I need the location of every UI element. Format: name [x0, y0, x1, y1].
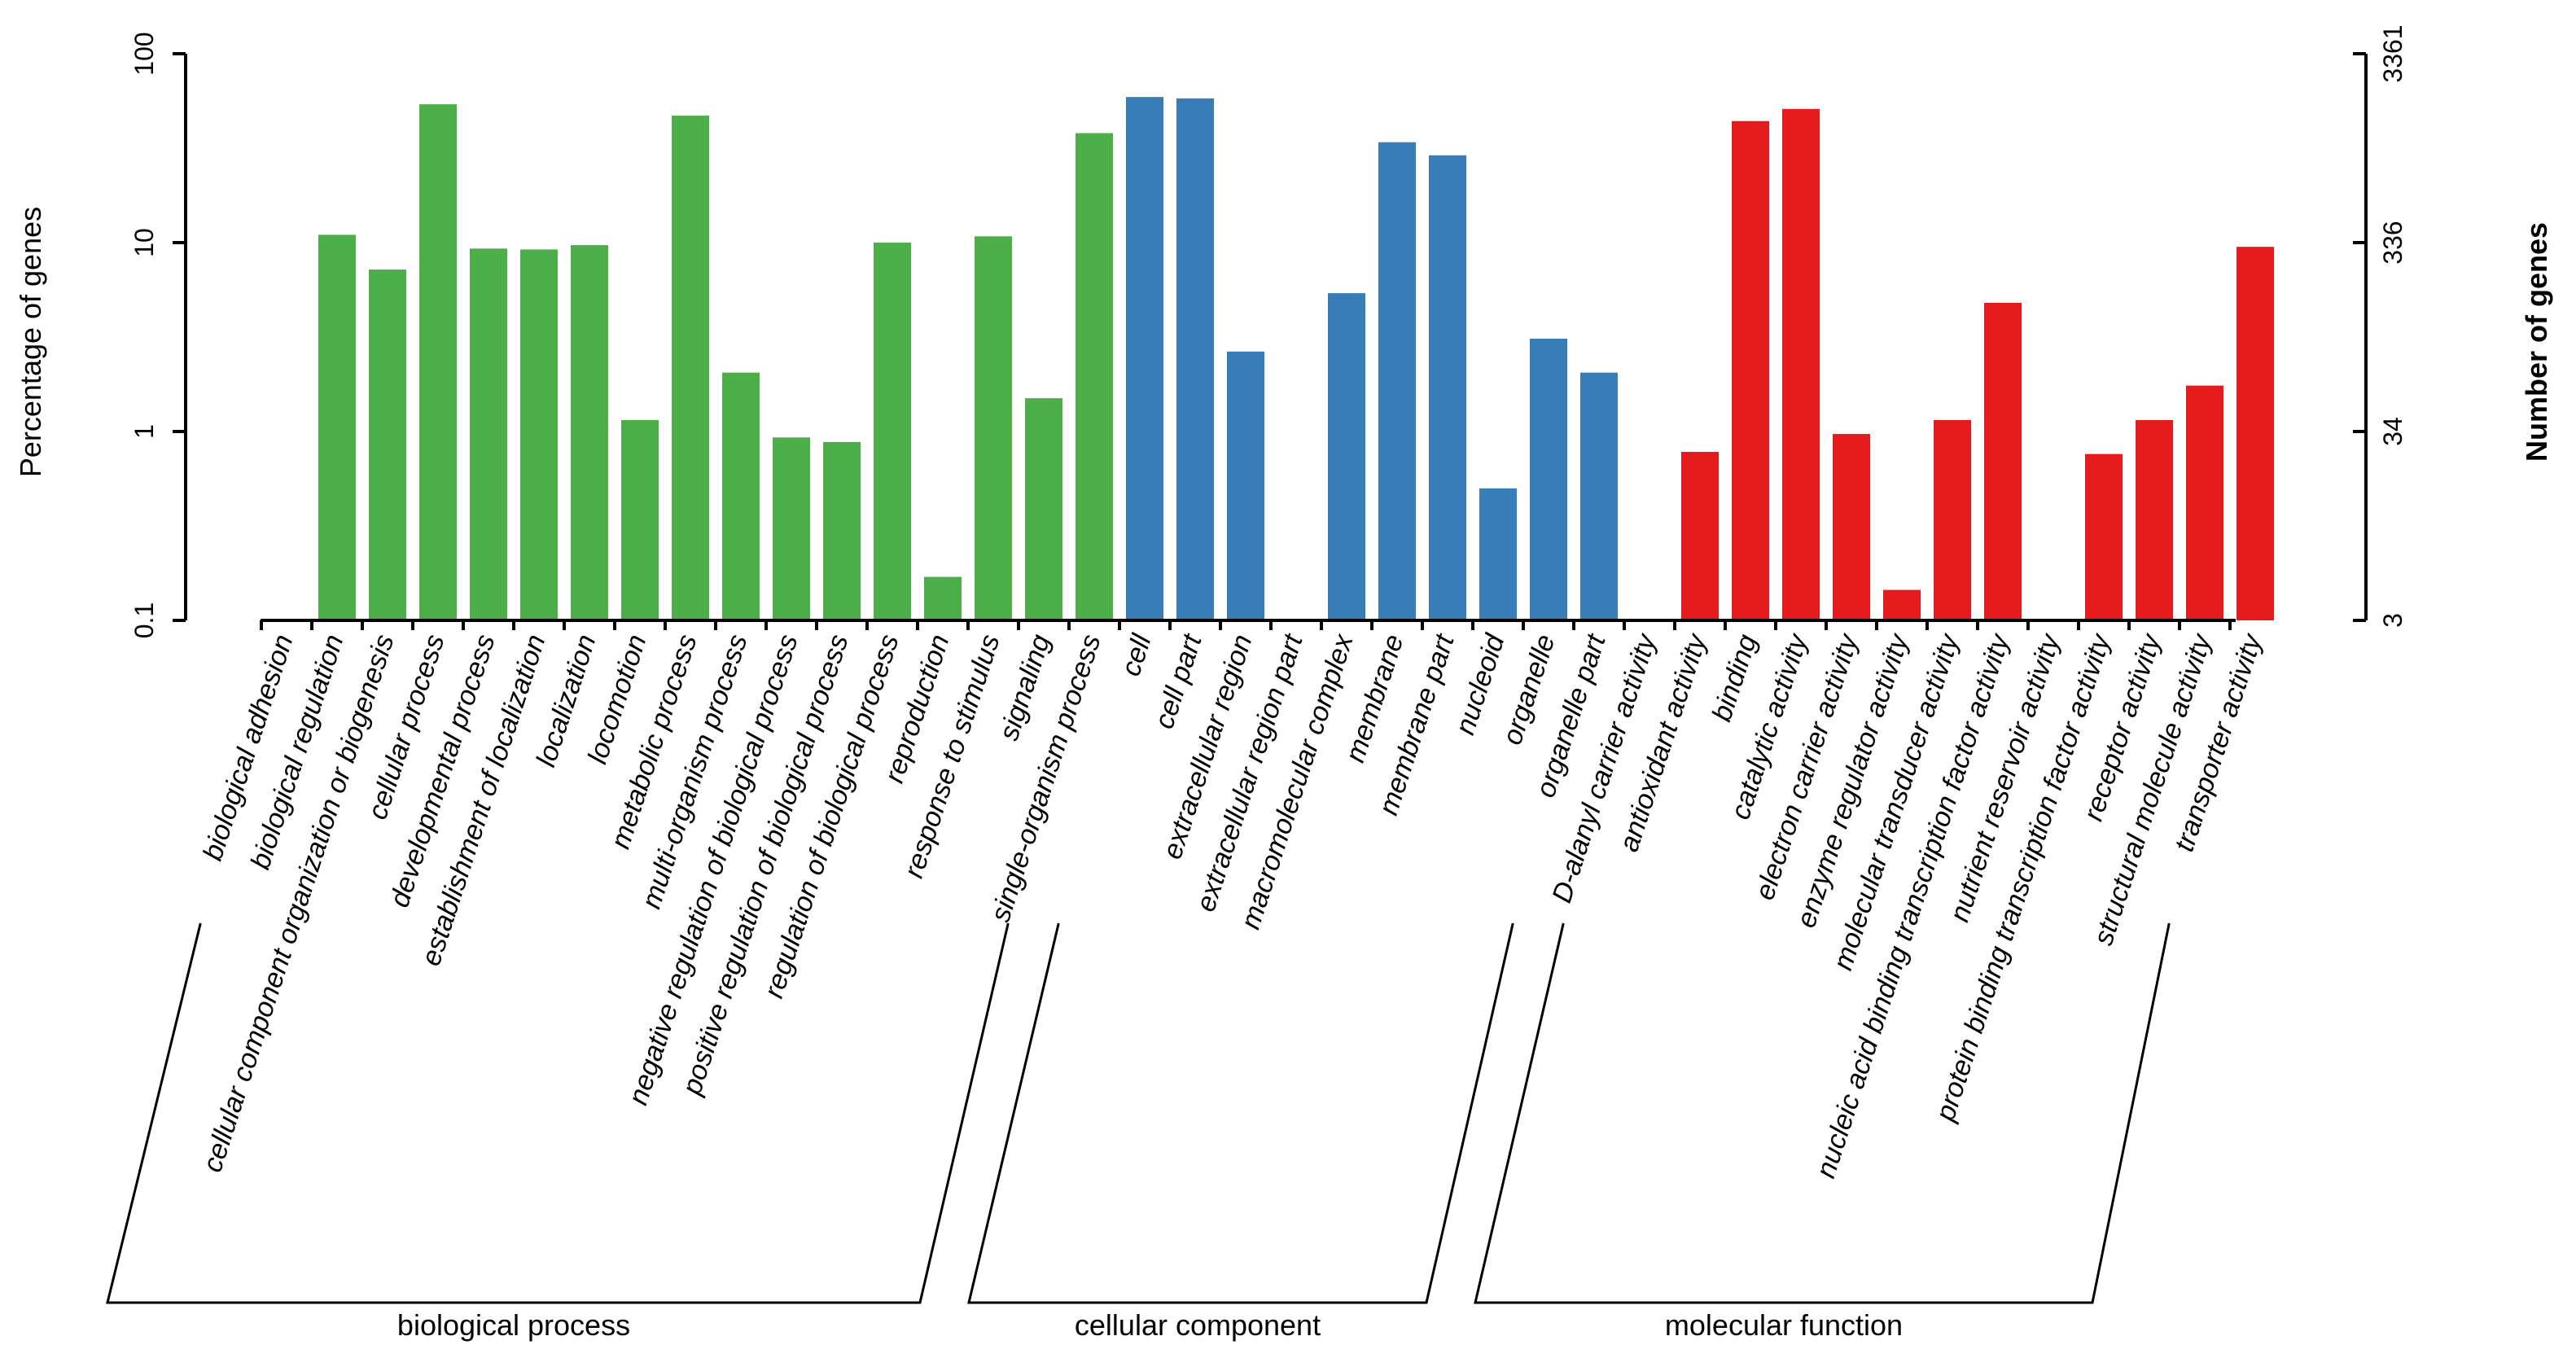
category-label: binding: [1706, 631, 1763, 725]
right-tick-label: 336: [2378, 221, 2407, 264]
bar: [419, 104, 457, 620]
bar: [2136, 419, 2173, 620]
bars: [318, 97, 2274, 621]
group-label: molecular function: [1665, 1308, 1903, 1342]
bar: [975, 236, 1012, 620]
bar: [1025, 398, 1062, 620]
bar: [2236, 247, 2274, 620]
left-tick-label: 100: [129, 32, 159, 75]
bar: [1479, 488, 1517, 620]
left-tick-label: 10: [129, 228, 159, 257]
bar: [1732, 120, 1769, 620]
bar: [1681, 452, 1719, 620]
bar: [823, 441, 861, 620]
bar: [470, 248, 507, 620]
right-axis: 3 34 336 3361: [2353, 24, 2407, 628]
bar: [773, 437, 810, 620]
bar: [571, 245, 608, 620]
group-label: biological process: [397, 1308, 630, 1342]
bar: [874, 243, 911, 620]
bar: [1328, 293, 1365, 620]
category-label: cell part: [1149, 629, 1208, 732]
group-bracket: [1474, 922, 2171, 1304]
group-bracket: [106, 922, 1010, 1304]
bar: [722, 372, 760, 620]
category-label: single-organism process: [985, 631, 1107, 926]
bar: [1782, 108, 1820, 620]
bar: [1833, 434, 1870, 620]
bar: [1227, 351, 1264, 620]
bar: [520, 249, 558, 620]
group-brackets: biological process cellular component mole…: [106, 922, 2171, 1342]
bar: [924, 576, 962, 620]
bar: [1580, 372, 1618, 620]
x-axis: [260, 619, 2236, 630]
right-tick-label: 34: [2378, 417, 2407, 446]
bar: [1126, 97, 1163, 620]
bar: [318, 234, 356, 620]
bar: [1883, 589, 1921, 620]
bar: [672, 116, 709, 620]
bar: [1076, 133, 1113, 620]
left-tick-label: 1: [129, 424, 159, 439]
right-axis-title: Number of genes: [2520, 222, 2553, 462]
bar: [621, 419, 659, 620]
group-label: cellular component: [1075, 1308, 1321, 1342]
bar: [369, 269, 406, 620]
group-bracket: [967, 922, 1514, 1304]
right-tick-label: 3361: [2378, 24, 2407, 82]
category-label: cell: [1115, 629, 1158, 680]
left-axis-title: Percentage of genes: [14, 207, 47, 477]
bar: [1429, 155, 1466, 621]
bar: [1934, 419, 1971, 620]
bar: [2186, 385, 2223, 620]
left-axis: 0.1 1 10 100: [129, 32, 187, 638]
right-tick-label: 3: [2378, 613, 2407, 628]
bar: [1378, 142, 1416, 620]
bar: [2085, 453, 2123, 620]
bar: [1530, 339, 1567, 620]
bar: [1176, 98, 1214, 620]
bar: [1984, 302, 2022, 620]
left-tick-label: 0.1: [129, 602, 159, 638]
